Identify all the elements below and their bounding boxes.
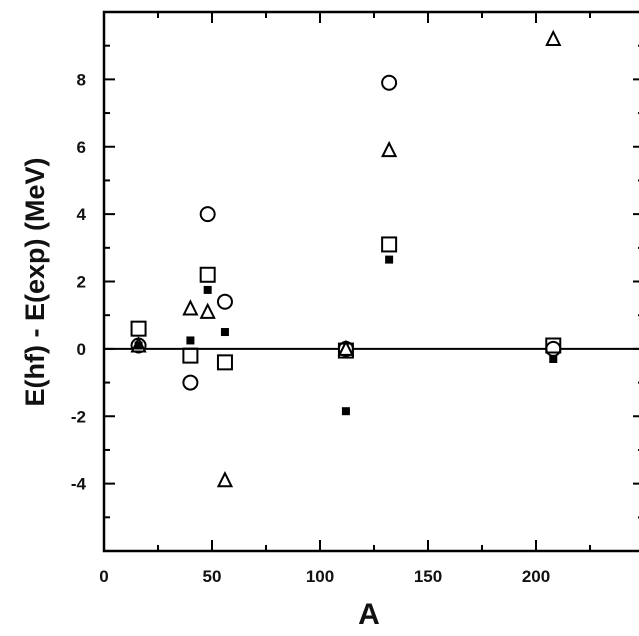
filled-square-marker bbox=[385, 255, 394, 264]
x-tick-label: 150 bbox=[414, 567, 442, 586]
circle-marker bbox=[216, 293, 233, 310]
circle-marker bbox=[182, 374, 199, 391]
y-tick-label: 4 bbox=[77, 205, 87, 224]
square-marker bbox=[216, 354, 233, 371]
triangle-marker bbox=[381, 140, 398, 158]
y-axis-label: E(hf) - E(exp) (MeV) bbox=[20, 158, 50, 407]
x-tick-label: 0 bbox=[99, 567, 108, 586]
square-marker bbox=[199, 266, 216, 283]
plot-area-frame bbox=[102, 10, 639, 553]
square-marker bbox=[130, 320, 147, 337]
triangle-marker bbox=[545, 29, 562, 46]
filled-square-marker bbox=[549, 354, 558, 363]
filled-square-marker bbox=[341, 407, 350, 416]
square-marker bbox=[381, 236, 398, 253]
circle-marker bbox=[381, 74, 398, 91]
filled-square-marker bbox=[220, 328, 229, 337]
filled-square-marker bbox=[203, 285, 212, 294]
square-marker bbox=[545, 337, 562, 354]
y-tick-label: 8 bbox=[77, 70, 86, 89]
filled-square-marker bbox=[134, 341, 143, 350]
square-marker bbox=[182, 347, 199, 364]
y-tick-label: 6 bbox=[77, 138, 86, 157]
triangle-marker bbox=[199, 302, 216, 319]
triangle-marker bbox=[182, 299, 199, 316]
circle-marker bbox=[545, 340, 562, 357]
triangle-marker bbox=[216, 471, 234, 488]
x-tick-label: 50 bbox=[203, 567, 222, 586]
circle-marker bbox=[199, 206, 216, 223]
triangle-marker bbox=[337, 339, 355, 356]
y-tick-label: -4 bbox=[71, 475, 87, 494]
y-tick-label: 0 bbox=[77, 340, 86, 359]
x-tick-label: 100 bbox=[306, 567, 334, 586]
y-tick-label: -2 bbox=[71, 407, 86, 426]
x-tick-label: 200 bbox=[522, 567, 550, 586]
filled-square-marker bbox=[186, 336, 195, 345]
data-markers bbox=[130, 29, 562, 488]
y-tick-label: 2 bbox=[77, 273, 86, 292]
square-marker bbox=[337, 342, 354, 359]
tick-labels: 0 50 100 150 200 -4 -2 0 2 4 6 8 bbox=[71, 70, 550, 586]
x-axis-label: A bbox=[358, 598, 380, 631]
axis-ticks bbox=[103, 11, 639, 552]
